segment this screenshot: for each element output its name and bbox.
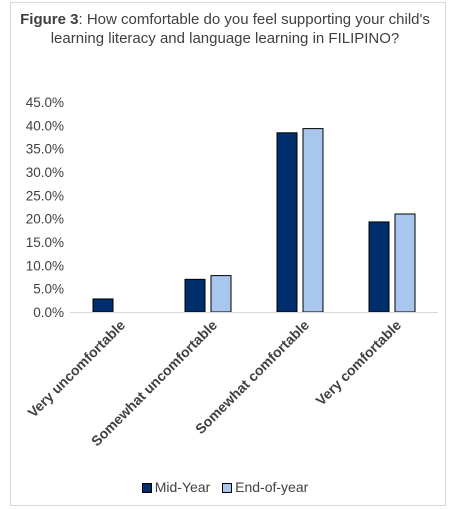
x-tick-label-very-comfortable: Very comfortable <box>312 317 404 409</box>
legend-label-mid-year: Mid-Year <box>154 479 211 496</box>
y-tick-label: 15.0% <box>26 235 64 250</box>
bar-end-of-year-somewhat-uncomfortable <box>210 275 232 313</box>
y-tick-label: 5.0% <box>33 282 64 297</box>
y-axis: 0.0% 5.0% 10.0% 15.0% 20.0% 25.0% 30.0% 35.0% 40… <box>26 95 64 320</box>
bar-mid-year-somewhat-comfortable <box>276 132 298 313</box>
legend: Mid-Year End-of-year <box>0 478 450 495</box>
bar-mid-year-very-uncomfortable <box>92 298 114 313</box>
legend-item-mid-year: Mid-Year <box>141 479 211 496</box>
y-tick-label: 30.0% <box>26 165 64 180</box>
chart-title-figure-label: Figure 3 <box>20 11 79 28</box>
y-tick-label: 25.0% <box>26 188 64 203</box>
bar-end-of-year-somewhat-comfortable <box>302 128 324 313</box>
legend-swatch-mid-year <box>141 483 152 494</box>
chart-title: Figure 3: How comfortable do you feel su… <box>0 10 450 48</box>
bar-mid-year-very-comfortable <box>368 221 390 313</box>
y-tick-label: 35.0% <box>26 142 64 157</box>
legend-swatch-end-of-year <box>222 483 233 494</box>
y-tick-label: 0.0% <box>33 305 64 320</box>
x-tick-label-very-uncomfortable: Very uncomfortable <box>24 317 128 421</box>
legend-label-end-of-year: End-of-year <box>235 479 309 496</box>
y-tick-label: 20.0% <box>26 212 64 227</box>
legend-item-end-of-year: End-of-year <box>222 479 308 495</box>
bar-end-of-year-very-comfortable <box>394 213 416 313</box>
y-tick-label: 10.0% <box>26 258 64 273</box>
bars <box>92 128 416 313</box>
y-tick-label: 45.0% <box>26 95 64 110</box>
bar-mid-year-somewhat-uncomfortable <box>184 278 206 313</box>
chart-title-text: : How comfortable do you feel supporting… <box>50 11 430 47</box>
y-tick-label: 40.0% <box>26 118 64 133</box>
